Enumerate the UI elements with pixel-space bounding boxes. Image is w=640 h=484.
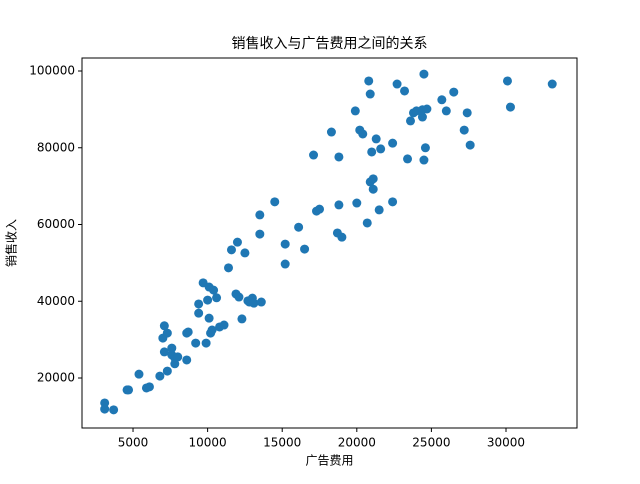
point: [162, 366, 172, 376]
point: [109, 405, 119, 415]
point: [388, 138, 398, 148]
point: [173, 352, 183, 362]
point: [505, 102, 515, 112]
point: [219, 320, 229, 330]
point: [159, 347, 169, 357]
point: [183, 327, 193, 337]
point: [403, 154, 413, 164]
point: [300, 244, 310, 254]
x-tick-label: 20000: [338, 436, 376, 450]
point: [459, 125, 469, 135]
point: [400, 86, 410, 96]
point: [371, 134, 381, 144]
point: [462, 108, 472, 118]
point: [155, 371, 165, 381]
x-tick-label: 25000: [412, 436, 450, 450]
x-tick-label: 30000: [487, 436, 525, 450]
point: [465, 140, 475, 150]
y-tick-label: 100000: [29, 64, 75, 78]
point: [406, 116, 416, 126]
point: [280, 239, 290, 249]
point: [502, 76, 512, 86]
y-tick-label: 60000: [37, 217, 75, 231]
x-tick-label: 10000: [189, 436, 227, 450]
x-axis-label: 广告费用: [305, 454, 353, 468]
point: [388, 197, 398, 207]
point: [256, 297, 266, 307]
point: [280, 259, 290, 269]
chart-title: 销售收入与广告费用之间的关系: [232, 36, 428, 52]
x-tick-label: 15000: [263, 436, 301, 450]
point: [255, 210, 265, 220]
point: [419, 155, 429, 165]
point: [224, 263, 234, 273]
point: [194, 308, 204, 318]
point: [417, 112, 427, 122]
point: [422, 104, 432, 114]
point: [182, 355, 192, 365]
point: [294, 222, 304, 232]
point: [419, 69, 429, 79]
point: [167, 343, 177, 353]
point: [234, 292, 244, 302]
y-axis-label: 销售收入: [4, 219, 19, 267]
point: [255, 229, 265, 239]
plot-frame: [81, 57, 578, 429]
point: [100, 404, 110, 414]
point: [437, 95, 447, 105]
point: [350, 106, 360, 116]
point: [315, 204, 325, 214]
point: [376, 144, 386, 154]
point: [204, 313, 214, 323]
point: [124, 385, 134, 395]
point: [144, 382, 154, 392]
x-tick-label: 5000: [118, 436, 149, 450]
point: [420, 143, 430, 153]
point: [334, 152, 344, 162]
point: [326, 127, 336, 137]
point: [358, 129, 368, 139]
point: [237, 314, 247, 324]
point: [368, 174, 378, 184]
point: [362, 218, 372, 228]
point: [162, 328, 172, 338]
point: [170, 359, 180, 369]
point: [270, 197, 280, 207]
point: [337, 232, 347, 242]
point: [209, 285, 219, 295]
point: [365, 89, 375, 99]
point: [203, 295, 213, 305]
point: [249, 298, 259, 308]
point: [367, 147, 377, 157]
point: [232, 237, 242, 247]
point: [368, 184, 378, 194]
point: [364, 76, 374, 86]
point: [240, 248, 250, 258]
point: [191, 338, 201, 348]
point: [159, 321, 169, 331]
point: [134, 369, 144, 379]
point: [212, 293, 222, 303]
y-tick-label: 20000: [37, 370, 75, 384]
y-tick-label: 40000: [37, 294, 75, 308]
point: [352, 198, 362, 208]
y-tick-label: 80000: [37, 140, 75, 154]
point: [226, 245, 236, 255]
point: [547, 79, 557, 89]
point: [201, 338, 211, 348]
point: [207, 325, 217, 335]
point: [194, 299, 204, 309]
point: [392, 79, 402, 89]
point: [441, 106, 451, 116]
point: [309, 150, 319, 160]
point: [449, 87, 459, 97]
point: [374, 205, 384, 215]
plot: [100, 69, 557, 415]
point: [334, 200, 344, 210]
